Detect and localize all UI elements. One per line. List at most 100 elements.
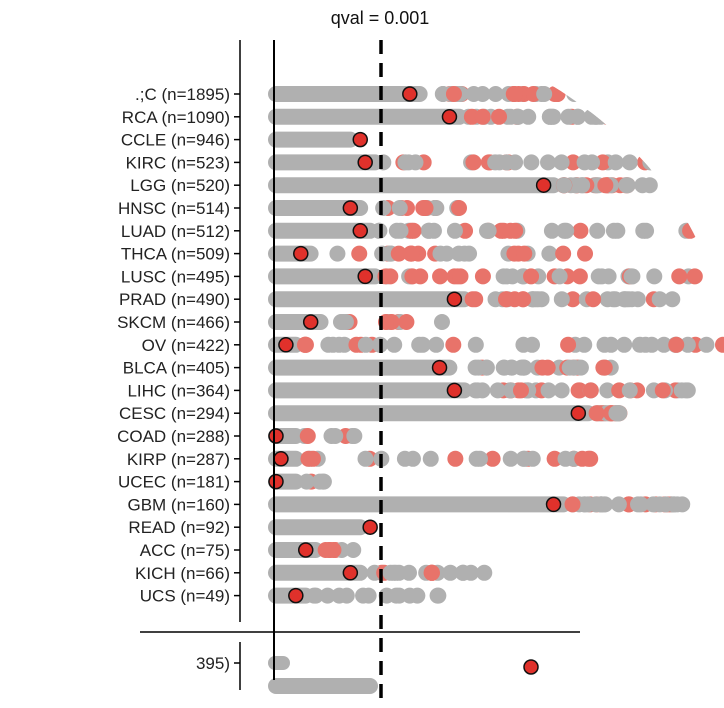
cloud-point xyxy=(516,359,533,376)
cloud-point xyxy=(465,86,482,102)
cloud-point xyxy=(616,336,633,353)
y-tick-label: UCS (n=49) xyxy=(140,587,230,606)
cloud-point xyxy=(298,473,315,490)
highlight-point xyxy=(515,291,532,308)
highlight-point xyxy=(297,336,314,353)
cloud-point xyxy=(610,496,627,513)
cloud-point xyxy=(556,177,573,194)
cloud-point xyxy=(609,222,626,239)
cloud-point xyxy=(433,314,450,330)
cloud-point xyxy=(572,359,589,376)
highlight-point xyxy=(445,86,462,102)
cloud-point xyxy=(574,177,591,194)
chart-title: qval = 0.001 xyxy=(330,8,430,28)
estimate-marker xyxy=(342,565,359,581)
cloud-point xyxy=(620,108,637,125)
highlight-point xyxy=(534,359,551,376)
estimate-marker xyxy=(352,131,369,148)
y-tick-label: BLCA (n=405) xyxy=(123,359,230,378)
cloud-point xyxy=(556,222,573,239)
cloud-point xyxy=(450,245,467,262)
y-tick-label: 395) xyxy=(196,654,230,673)
cloud-point xyxy=(545,108,562,125)
highlight-point xyxy=(597,177,614,194)
cloud-point xyxy=(487,86,504,102)
cloud-point xyxy=(345,542,362,558)
estimate-marker xyxy=(431,359,448,376)
estimate-marker xyxy=(302,314,319,330)
cloud-point xyxy=(428,336,445,353)
cloud-point xyxy=(404,450,421,467)
cloud-band xyxy=(268,314,329,330)
cloud-point xyxy=(516,450,533,467)
highlight-point xyxy=(671,268,688,285)
highlight-point xyxy=(502,222,519,239)
highlight-point xyxy=(474,108,491,125)
cloud-point xyxy=(357,336,374,353)
highlight-point xyxy=(565,154,582,171)
highlight-point xyxy=(696,222,713,239)
estimate-marker xyxy=(297,542,314,558)
cloud-point xyxy=(346,428,363,444)
y-tick-label: KIRP (n=287) xyxy=(127,450,230,469)
y-tick-label: CESC (n=294) xyxy=(119,404,230,423)
cloud-band xyxy=(268,564,369,581)
cloud-point xyxy=(541,245,558,262)
cloud-point xyxy=(623,268,640,285)
highlight-point xyxy=(432,268,449,285)
y-tick-label: LUSC (n=495) xyxy=(121,267,230,286)
cloud-point xyxy=(607,154,624,171)
cloud-point xyxy=(655,336,672,353)
cloud-point xyxy=(386,336,403,353)
cloud-point xyxy=(599,382,616,399)
highlight-point xyxy=(390,245,407,262)
cloud-point xyxy=(601,86,618,102)
cloud-point xyxy=(589,222,606,239)
cloud-point xyxy=(375,154,392,171)
highlight-point xyxy=(523,268,540,285)
cloud-point xyxy=(335,314,352,330)
highlight-point xyxy=(405,222,422,239)
y-tick-label: OV (n=422) xyxy=(142,336,230,355)
cloud-band xyxy=(268,222,379,239)
cloud-point xyxy=(698,336,715,353)
cloud-point xyxy=(662,154,679,171)
highlight-point xyxy=(451,200,468,216)
highlight-point xyxy=(474,268,491,285)
y-tick-label: UCEC (n=181) xyxy=(118,473,230,492)
highlight-point xyxy=(682,222,699,239)
cloud-point xyxy=(438,245,455,262)
cloud-point xyxy=(551,268,568,285)
cloud-point xyxy=(651,154,668,171)
highlight-point xyxy=(412,268,429,285)
cloud-point xyxy=(382,564,399,581)
highlight-point xyxy=(555,245,572,262)
cloud-point xyxy=(468,450,485,467)
highlight-point xyxy=(417,200,434,216)
y-tick-label: THCA (n=509) xyxy=(121,245,230,264)
cloud-point xyxy=(638,222,655,239)
cloud-point xyxy=(502,450,519,467)
estimate-marker xyxy=(357,154,373,171)
highlight-point xyxy=(572,222,589,239)
estimate-marker xyxy=(288,587,304,604)
cloud-band xyxy=(268,291,473,308)
cloud-point xyxy=(677,382,694,399)
cloud-point xyxy=(319,587,336,604)
cloud-point xyxy=(454,564,471,581)
cloud-point xyxy=(699,222,716,239)
y-tick-label: LUAD (n=512) xyxy=(121,222,230,241)
points-layer xyxy=(268,86,724,694)
highlight-point xyxy=(714,336,724,353)
highlight-point xyxy=(512,382,529,399)
highlight-point xyxy=(564,291,581,308)
cloud-point xyxy=(507,154,524,171)
cloud-point xyxy=(371,222,388,239)
estimate-marker xyxy=(441,109,458,125)
highlight-point xyxy=(498,291,515,308)
cloud-band xyxy=(268,496,572,513)
estimate-marker xyxy=(357,268,373,285)
cloud-point xyxy=(592,496,609,513)
cloud-point xyxy=(429,587,446,604)
highlight-point xyxy=(571,268,588,285)
